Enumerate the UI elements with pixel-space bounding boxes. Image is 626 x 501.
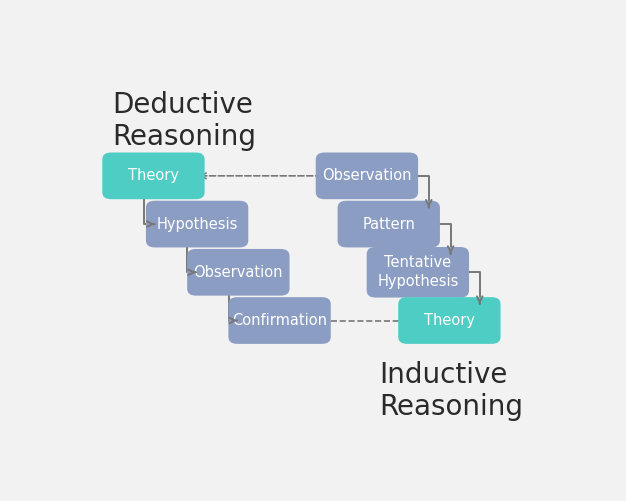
FancyBboxPatch shape (146, 201, 249, 247)
FancyBboxPatch shape (102, 152, 205, 199)
FancyBboxPatch shape (398, 297, 501, 344)
FancyBboxPatch shape (367, 247, 469, 298)
FancyBboxPatch shape (187, 249, 290, 296)
Text: Inductive
Reasoning: Inductive Reasoning (379, 361, 523, 421)
Text: Theory: Theory (128, 168, 179, 183)
FancyBboxPatch shape (316, 152, 418, 199)
Text: Observation: Observation (322, 168, 412, 183)
FancyBboxPatch shape (228, 297, 331, 344)
Text: Hypothesis: Hypothesis (156, 216, 238, 231)
Text: Confirmation: Confirmation (232, 313, 327, 328)
Text: Pattern: Pattern (362, 216, 415, 231)
Text: Deductive
Reasoning: Deductive Reasoning (112, 91, 256, 151)
Text: Tentative
Hypothesis: Tentative Hypothesis (377, 256, 458, 289)
Text: Observation: Observation (193, 265, 283, 280)
FancyBboxPatch shape (337, 201, 440, 247)
Text: Theory: Theory (424, 313, 475, 328)
